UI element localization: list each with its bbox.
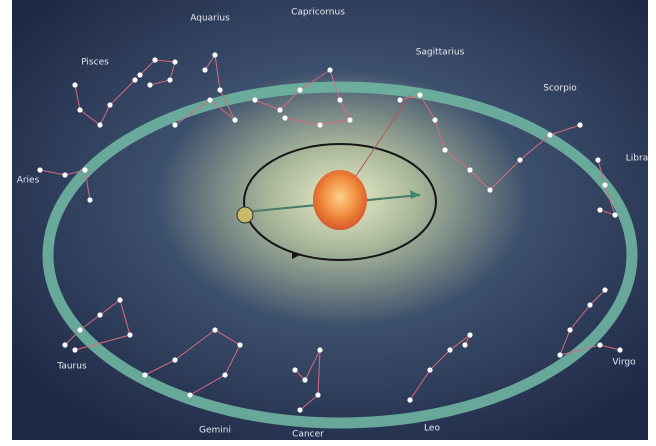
star [557,352,562,357]
constellation-label: Taurus [56,362,87,372]
star [137,72,142,77]
star [222,372,227,377]
earth [237,207,253,223]
star [577,122,582,127]
constellation-label: Capricornus [291,8,345,18]
constellation-label: Aries [17,176,40,186]
star [595,157,600,162]
star [427,367,432,372]
star [327,67,332,72]
star [597,207,602,212]
star [152,57,157,62]
star [617,347,622,352]
star [297,87,302,92]
star [127,332,132,337]
star [602,182,607,187]
constellation-label: Scorpio [543,84,577,94]
star [447,347,452,352]
star [487,187,492,192]
star [397,97,402,102]
constellation-label: Gemini [199,426,231,436]
star [132,77,137,82]
star [467,332,472,337]
star [252,97,257,102]
star [292,367,297,372]
star [347,117,352,122]
star [62,172,67,177]
star [62,342,67,347]
constellation-label: Leo [424,424,440,434]
zodiac-diagram: Pisces Aquarius Capricornus Sagittarius … [0,0,656,446]
star [315,392,320,397]
star [232,117,237,122]
star [567,327,572,332]
star [462,342,467,347]
star [212,52,217,57]
star [602,287,607,292]
star [212,327,217,332]
star [72,82,77,87]
star [442,147,447,152]
star [172,122,177,127]
star [77,107,82,112]
star [117,297,122,302]
star [207,97,212,102]
star [167,77,172,82]
star [467,167,472,172]
star [202,67,207,72]
star [187,392,192,397]
star [612,212,617,217]
star [142,372,147,377]
star [107,102,112,107]
star [547,132,552,137]
sun [313,170,367,230]
star [97,122,102,127]
star [337,97,342,102]
constellation-label: Aquarius [190,14,230,24]
star [277,107,282,112]
star [417,92,422,97]
constellation-label: Pisces [81,58,109,68]
star [517,157,522,162]
star [317,122,322,127]
star [407,397,412,402]
star [172,59,177,64]
constellation-label: Cancer [292,430,324,440]
constellation-label: Virgo [612,358,636,368]
star [87,197,92,202]
star [297,407,302,412]
star [37,167,42,172]
star [172,357,177,362]
star [237,342,242,347]
star [597,342,602,347]
star [217,87,222,92]
star [82,167,87,172]
star [97,312,102,317]
star [317,347,322,352]
star [302,377,307,382]
star [432,117,437,122]
constellation-label: Sagittarius [416,48,465,58]
star [147,82,152,87]
star [72,347,77,352]
star [282,115,287,120]
star [587,302,592,307]
constellation-label: Libra [626,154,648,164]
star [77,327,82,332]
